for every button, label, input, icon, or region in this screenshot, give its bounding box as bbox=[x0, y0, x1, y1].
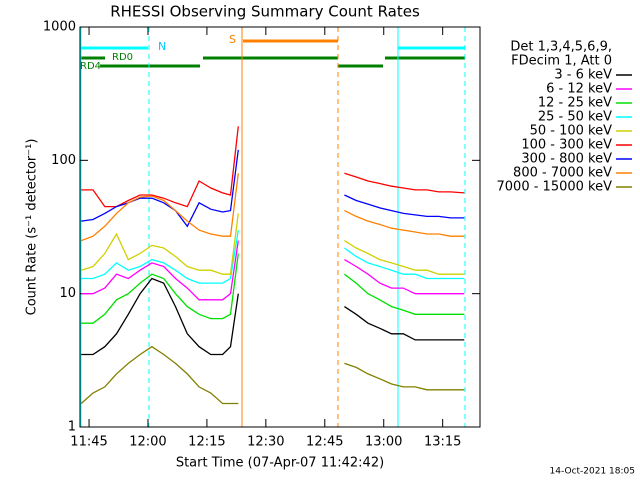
plot-frame bbox=[79, 26, 481, 428]
flag-label: N bbox=[158, 40, 166, 53]
y-tick-label: 1 bbox=[68, 420, 76, 435]
x-tick-label: 13:15 bbox=[424, 435, 461, 450]
series-line bbox=[81, 253, 465, 324]
series-line bbox=[80, 345, 465, 405]
legend-label: 50 - 100 keV bbox=[530, 124, 613, 139]
flag-label: RD4 bbox=[80, 61, 101, 72]
legend-label: 7000 - 15000 keV bbox=[497, 180, 613, 195]
legend-title: FDecim 1, Att 0 bbox=[511, 54, 612, 69]
flag-label: RD0 bbox=[112, 52, 133, 63]
y-tick-label: 10 bbox=[59, 286, 76, 301]
series-line bbox=[81, 149, 465, 228]
series-line bbox=[81, 277, 465, 356]
legend-label: 800 - 7000 keV bbox=[513, 166, 612, 181]
x-tick-label: 12:15 bbox=[188, 435, 225, 450]
status-flags bbox=[80, 39, 465, 68]
y-tick-label: 1000 bbox=[43, 20, 76, 35]
y-axis-label: Count Rate (s⁻¹ detector⁻¹) bbox=[25, 139, 40, 316]
x-tick-label: 12:45 bbox=[306, 435, 343, 450]
y-tick-label: 100 bbox=[51, 153, 76, 168]
x-axis-label: Start Time (07-Apr-07 11:42:42) bbox=[176, 456, 384, 471]
legend-label: 300 - 800 keV bbox=[521, 152, 612, 167]
series-line bbox=[81, 126, 465, 208]
x-tick-label: 13:00 bbox=[365, 435, 402, 450]
legend-label: 100 - 300 keV bbox=[521, 138, 612, 153]
x-tick-label: 12:00 bbox=[129, 435, 166, 450]
chart-title: RHESSI Observing Summary Count Rates bbox=[110, 3, 420, 21]
x-tick-label: 12:30 bbox=[247, 435, 284, 450]
legend-label: 12 - 25 keV bbox=[538, 96, 612, 111]
series-line bbox=[80, 173, 465, 242]
series-line bbox=[81, 229, 465, 284]
series-line bbox=[81, 213, 465, 275]
legend-label: 25 - 50 keV bbox=[538, 110, 612, 125]
flag-label: S bbox=[229, 33, 236, 46]
flag-lines bbox=[80, 27, 466, 427]
series-line bbox=[81, 240, 465, 301]
footer: 14-Oct-2021 18:05 bbox=[550, 467, 635, 477]
legend-label: 6 - 12 keV bbox=[546, 82, 612, 97]
legend-label: 3 - 6 keV bbox=[554, 68, 612, 83]
x-tick-label: 11:45 bbox=[70, 435, 107, 450]
legend-title: Det 1,3,4,5,6,9, bbox=[510, 40, 612, 55]
